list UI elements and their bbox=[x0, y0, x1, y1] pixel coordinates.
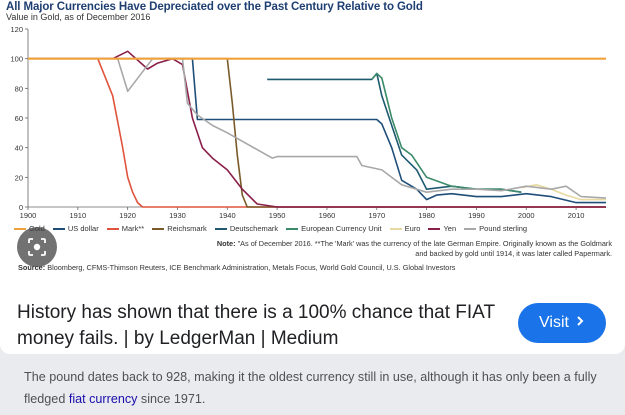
line-chart: 0 20 40 60 80 100 120 1900 1910 1920 1930 1940 1950 1… bbox=[10, 25, 607, 220]
legend-swatch bbox=[428, 227, 441, 230]
fiat-currency-link[interactable]: fiat currency bbox=[68, 392, 138, 406]
x-tick-label: 1910 bbox=[69, 211, 86, 220]
y-tick-label: 40 bbox=[15, 144, 23, 153]
x-tick-label: 1950 bbox=[269, 211, 286, 220]
snippet-before: The pound dates back to 928, making it t… bbox=[24, 370, 597, 406]
snippet-text: The pound dates back to 928, making it t… bbox=[24, 366, 619, 410]
legend-item: Mark** bbox=[106, 224, 145, 233]
chart-source: Source: Bloomberg, CFMS-Thimson Reuters,… bbox=[18, 263, 455, 272]
series-line-us-dollar bbox=[28, 57, 606, 204]
x-tick-label: 1960 bbox=[319, 211, 336, 220]
series-line-euro bbox=[521, 184, 606, 201]
legend-label: European Currency Unit bbox=[301, 224, 382, 233]
chart-subtitle: Value in Gold, as of December 2016 bbox=[6, 12, 151, 22]
chart-title: All Major Currencies Have Depreciated ov… bbox=[6, 1, 423, 13]
note-label: Note: bbox=[216, 239, 236, 248]
x-tick-label: 1920 bbox=[119, 211, 136, 220]
y-tick-label: 0 bbox=[19, 203, 23, 212]
x-tick-label: 1990 bbox=[468, 211, 485, 220]
legend-item: US dollar bbox=[52, 224, 99, 233]
legend-swatch bbox=[52, 227, 65, 230]
legend-label: Pound sterling bbox=[479, 224, 528, 233]
legend-swatch bbox=[464, 227, 477, 230]
result-caption[interactable]: History has shown that there is a 100% c… bbox=[17, 302, 495, 349]
source-label: Source: bbox=[18, 263, 46, 272]
legend-label: Yen bbox=[443, 224, 457, 233]
y-tick-label: 60 bbox=[15, 114, 23, 123]
y-tick-label: 100 bbox=[10, 55, 23, 64]
y-tick-label: 20 bbox=[15, 173, 23, 182]
legend-swatch bbox=[286, 227, 299, 230]
legend-item: Reichsmark bbox=[152, 224, 207, 233]
image-result-card[interactable]: All Major Currencies Have Depreciated ov… bbox=[0, 0, 625, 354]
legend-item: European Currency Unit bbox=[286, 224, 382, 233]
legend-item: Pound sterling bbox=[464, 224, 527, 233]
chart-note: Note: "As of December 2016. **The 'Mark'… bbox=[212, 239, 612, 259]
lens-search-icon[interactable] bbox=[17, 227, 57, 267]
legend-swatch bbox=[14, 227, 26, 230]
x-tick-label: 1970 bbox=[368, 211, 385, 220]
legend-label: Reichsmark bbox=[167, 224, 207, 233]
note-text: "As of December 2016. **The 'Mark' was t… bbox=[237, 239, 612, 258]
y-tick-label: 80 bbox=[15, 84, 23, 93]
snippet-after: since 1971. bbox=[137, 392, 206, 406]
x-tick-label: 2000 bbox=[518, 211, 535, 220]
chart-image[interactable]: All Major Currencies Have Depreciated ov… bbox=[0, 0, 625, 286]
legend-label: Euro bbox=[404, 224, 421, 233]
x-tick-label: 1940 bbox=[219, 211, 236, 220]
visit-button[interactable]: Visit bbox=[518, 303, 606, 343]
legend-item: Yen bbox=[428, 224, 456, 233]
y-tick-label: 120 bbox=[10, 25, 23, 34]
visit-label: Visit bbox=[539, 314, 569, 331]
series-line-mark bbox=[28, 57, 606, 208]
x-tick-label: 2010 bbox=[568, 211, 585, 220]
x-tick-label: 1900 bbox=[20, 211, 37, 220]
legend-item: Deutschemark bbox=[214, 224, 279, 233]
legend-label: US dollar bbox=[67, 224, 99, 233]
series-line-yen bbox=[28, 50, 606, 208]
x-tick-label: 1930 bbox=[169, 211, 186, 220]
chart-legend: GoldUS dollarMark**ReichsmarkDeutschemar… bbox=[14, 224, 527, 233]
legend-swatch bbox=[214, 227, 227, 230]
legend-swatch bbox=[152, 227, 165, 230]
chevron-right-icon bbox=[575, 314, 585, 332]
series-line-deutschemark bbox=[267, 72, 522, 193]
legend-label: Mark** bbox=[121, 224, 145, 233]
legend-item: Euro bbox=[389, 224, 421, 233]
legend-label: Deutschemark bbox=[229, 224, 279, 233]
legend-swatch bbox=[106, 227, 119, 230]
x-tick-label: 1980 bbox=[418, 211, 435, 220]
legend-swatch bbox=[389, 227, 402, 230]
source-text: Bloomberg, CFMS-Thimson Reuters, ICE Ben… bbox=[47, 263, 456, 272]
